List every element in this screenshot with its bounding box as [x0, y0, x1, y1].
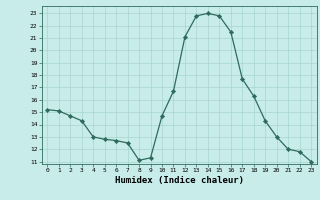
X-axis label: Humidex (Indice chaleur): Humidex (Indice chaleur)	[115, 176, 244, 185]
